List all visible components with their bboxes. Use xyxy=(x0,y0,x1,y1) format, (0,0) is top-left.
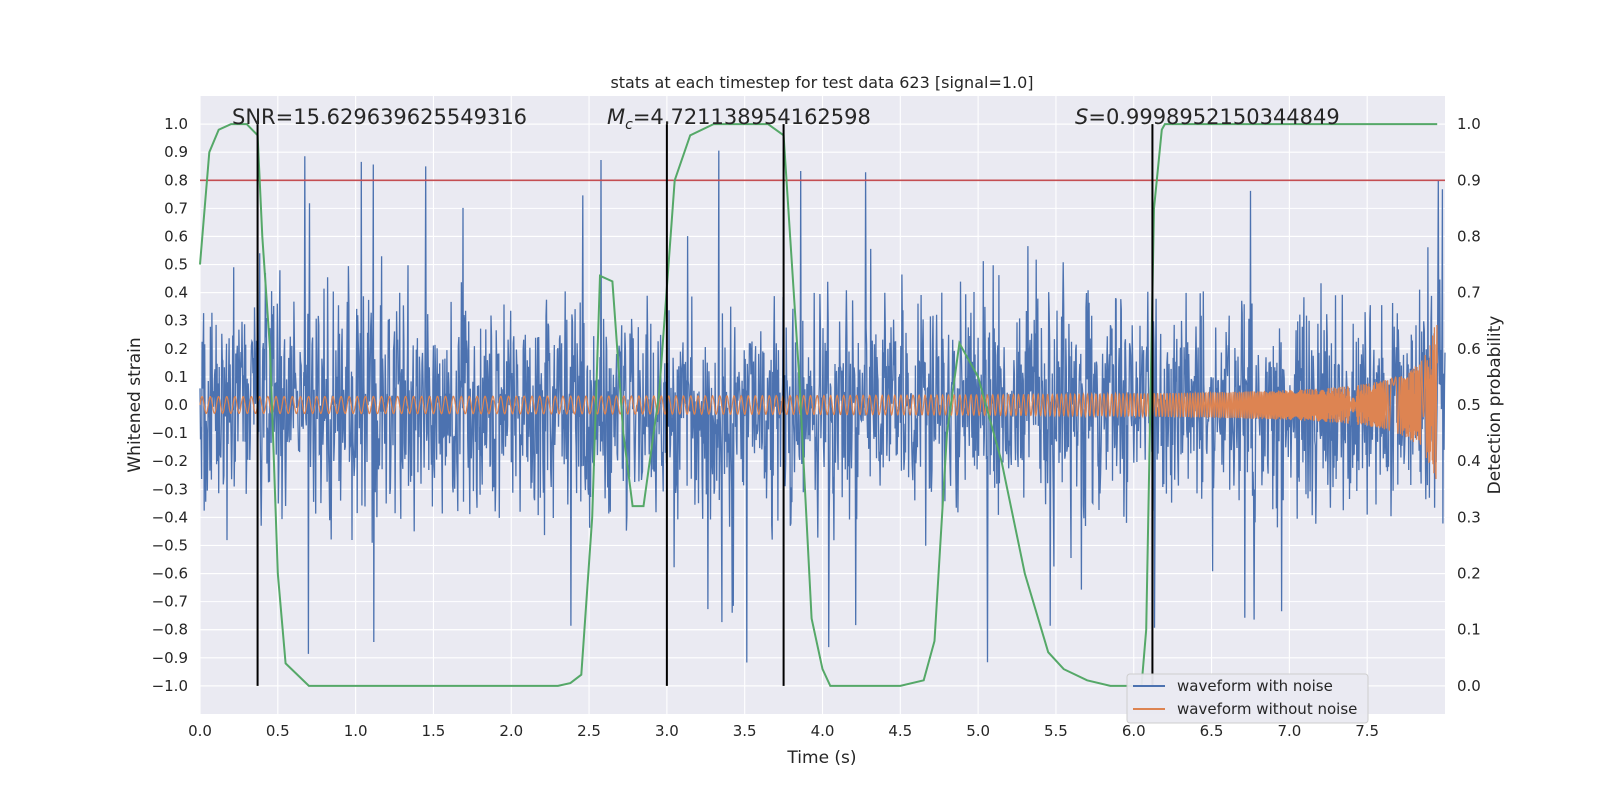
marker-layer xyxy=(256,124,1154,686)
clean-layer xyxy=(199,324,1438,480)
x-tick-label: 7.0 xyxy=(1277,722,1301,740)
y-axis-label: Whitened strain xyxy=(125,337,145,472)
y2-tick-label: 0.6 xyxy=(1457,340,1481,358)
x-tick-label: 2.5 xyxy=(577,722,601,740)
score-symbol: S xyxy=(1075,105,1088,129)
x-tick-label: 0.0 xyxy=(188,722,212,740)
y2-axis-label: Detection probability xyxy=(1485,316,1505,495)
legend-box xyxy=(1126,673,1369,724)
y2-tick-label: 0.7 xyxy=(1457,284,1481,302)
x-tick-label: 7.5 xyxy=(1355,722,1379,740)
y-tick-label: −0.4 xyxy=(152,508,188,526)
series-detection-probability xyxy=(199,123,1438,687)
y-tick-label: −0.1 xyxy=(152,424,188,442)
prob-layer xyxy=(199,123,1438,687)
x-tick-label: 0.5 xyxy=(266,722,290,740)
y2-tick-label: 1.0 xyxy=(1457,115,1481,133)
chart-title: stats at each timestep for test data 623… xyxy=(610,73,1033,92)
y-tick-label: 0.9 xyxy=(164,143,188,161)
y2-tick-label: 0.0 xyxy=(1457,677,1481,695)
y-tick-label: −0.3 xyxy=(152,480,188,498)
y2-tick-label: 0.2 xyxy=(1457,565,1481,583)
y-tick-label: 0.3 xyxy=(164,312,188,330)
y-tick-label: −0.8 xyxy=(152,621,188,639)
x-tick-label: 6.5 xyxy=(1200,722,1224,740)
x-tick-labels: 0.0 0.5 1.0 1.5 2.0 2.5 3.0 3.5 4.0 4.5 5.0 5.5 6.0 6… xyxy=(188,722,1379,740)
x-tick-label: 5.0 xyxy=(966,722,990,740)
y2-tick-label: 0.8 xyxy=(1457,227,1481,245)
chirp-mass-value: =4.721138954162598 xyxy=(633,105,871,129)
x-tick-label: 3.0 xyxy=(655,722,679,740)
y2-tick-labels: 1.0 0.9 0.8 0.7 0.6 0.5 0.4 0.3 0.2 0.1 0.0 xyxy=(1457,115,1481,695)
y-tick-label: −0.9 xyxy=(152,649,188,667)
y-tick-label: 0.0 xyxy=(164,396,188,414)
y-tick-label: 0.2 xyxy=(164,340,188,358)
chirp-mass-subscript: c xyxy=(625,117,633,133)
y-tick-label: −0.2 xyxy=(152,452,188,470)
y-tick-label: −0.6 xyxy=(152,565,188,583)
legend-label-clean: waveform without noise xyxy=(1177,700,1357,718)
series-waveform-without-noise xyxy=(199,324,1438,480)
x-tick-label: 2.0 xyxy=(499,722,523,740)
x-tick-label: 3.5 xyxy=(733,722,757,740)
x-axis-label: Time (s) xyxy=(786,748,856,768)
x-tick-label: 5.5 xyxy=(1044,722,1068,740)
score-annotation: S=0.9998952150344849 xyxy=(1075,105,1340,129)
y-tick-label: −0.7 xyxy=(152,593,188,611)
y2-tick-label: 0.3 xyxy=(1457,508,1481,526)
x-tick-label: 1.5 xyxy=(422,722,446,740)
x-tick-label: 6.0 xyxy=(1122,722,1146,740)
y-tick-label: 1.0 xyxy=(164,115,188,133)
y-tick-label: 0.1 xyxy=(164,368,188,386)
y2-tick-label: 0.9 xyxy=(1457,171,1481,189)
legend-label-noisy: waveform with noise xyxy=(1177,677,1333,695)
y2-tick-label: 0.1 xyxy=(1457,621,1481,639)
score-value: =0.9998952150344849 xyxy=(1088,105,1339,129)
y-tick-label: 0.8 xyxy=(164,171,188,189)
chirp-mass-annotation: Mc=4.721138954162598 xyxy=(607,105,871,133)
y-tick-label: −0.5 xyxy=(152,536,188,554)
snr-annotation: SNR=15.629639625549316 xyxy=(232,105,527,129)
x-tick-label: 1.0 xyxy=(344,722,368,740)
y-tick-label: −1.0 xyxy=(152,677,188,695)
y-tick-label: 0.7 xyxy=(164,199,188,217)
x-tick-label: 4.0 xyxy=(811,722,835,740)
y-tick-label: 0.6 xyxy=(164,227,188,245)
y-tick-label: 0.5 xyxy=(164,256,188,274)
y2-tick-label: 0.5 xyxy=(1457,396,1481,414)
y-tick-labels: 1.0 0.9 0.8 0.7 0.6 0.5 0.4 0.3 0.2 0.1 0.0 −0.1 −0.… xyxy=(152,115,188,695)
x-tick-label: 4.5 xyxy=(888,722,912,740)
chirp-mass-symbol: M xyxy=(607,105,625,129)
y2-tick-label: 0.4 xyxy=(1457,452,1481,470)
y-tick-label: 0.4 xyxy=(164,284,188,302)
legend: waveform with noise waveform without noi… xyxy=(1126,673,1369,724)
